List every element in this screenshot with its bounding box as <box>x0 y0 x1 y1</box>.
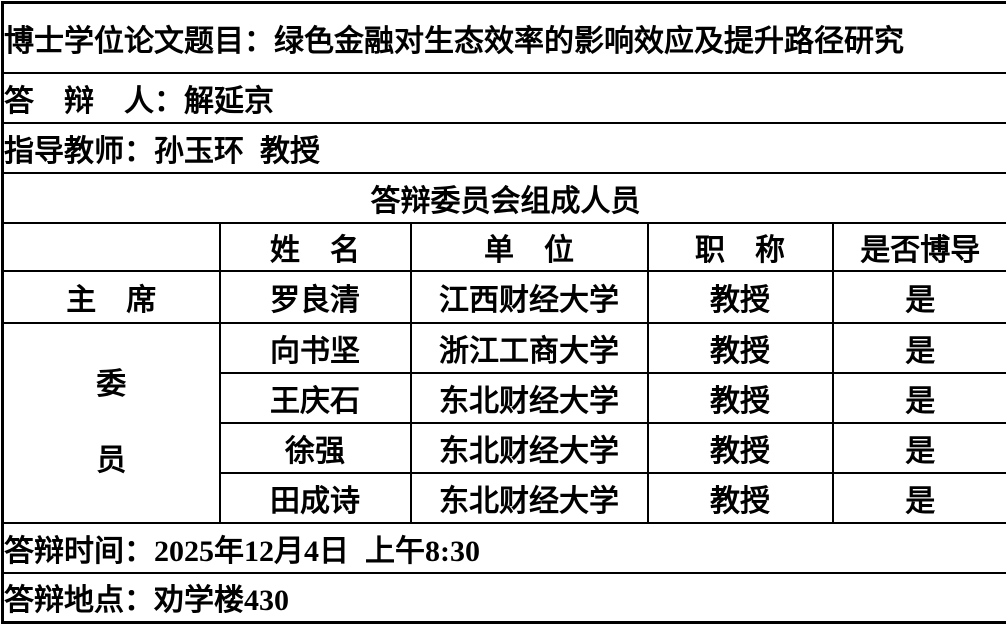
member-name-cell: 王庆石 <box>220 373 411 423</box>
defense-location: 劝学楼430 <box>154 584 289 617</box>
chair-doctoral-supervisor-cell: 是 <box>833 271 1006 323</box>
defender-name: 解延京 <box>184 85 274 118</box>
supervisor-row: 指导教师：孙玉环教授 <box>3 123 1006 173</box>
chair-role-cell: 主 席 <box>3 271 220 323</box>
header-title-cell: 职 称 <box>648 223 833 271</box>
thesis-title-value: 绿色金融对生态效率的影响效应及提升路径研究 <box>274 25 904 58</box>
member-doctoral-supervisor-cell: 是 <box>833 423 1006 473</box>
defender-row: 答 辩 人：解延京 <box>3 73 1006 123</box>
defense-location-cell: 答辩地点：劝学楼430 <box>3 573 1006 623</box>
defense-time: 上午8:30 <box>365 535 480 568</box>
committee-section-title-row: 答辩委员会组成人员 <box>3 173 1006 223</box>
member-name-cell: 田成诗 <box>220 473 411 523</box>
supervisor-title: 教授 <box>260 135 320 168</box>
committee-section-title-cell: 答辩委员会组成人员 <box>3 173 1006 223</box>
member-affiliation-cell: 东北财经大学 <box>411 373 648 423</box>
header-affiliation-cell: 单 位 <box>411 223 648 271</box>
committee-section-title: 答辩委员会组成人员 <box>371 185 641 218</box>
member-name-cell: 向书坚 <box>220 323 411 373</box>
header-doctoral-supervisor-cell: 是否博导 <box>833 223 1006 271</box>
defense-location-label: 答辩地点： <box>4 584 154 617</box>
thesis-title-row: 博士学位论文题目：绿色金融对生态效率的影响效应及提升路径研究 <box>3 3 1006 73</box>
chair-name-cell: 罗良清 <box>220 271 411 323</box>
thesis-title-label: 博士学位论文题目： <box>4 25 274 58</box>
defender-label: 答 辩 人： <box>4 85 184 118</box>
supervisor-cell: 指导教师：孙玉环教授 <box>3 123 1006 173</box>
member-title-cell: 教授 <box>648 323 833 373</box>
defense-time-label: 答辩时间： <box>4 535 154 568</box>
member-row: 委 员 向书坚 浙江工商大学 教授 是 <box>3 323 1006 373</box>
supervisor-name: 孙玉环 <box>154 135 244 168</box>
chair-title-cell: 教授 <box>648 271 833 323</box>
member-doctoral-supervisor-cell: 是 <box>833 373 1006 423</box>
member-title-cell: 教授 <box>648 473 833 523</box>
member-affiliation-cell: 东北财经大学 <box>411 423 648 473</box>
member-role-line1: 委 <box>96 370 126 400</box>
header-role-cell <box>3 223 220 271</box>
chair-row: 主 席 罗良清 江西财经大学 教授 是 <box>3 271 1006 323</box>
committee-header-row: 姓 名 单 位 职 称 是否博导 <box>3 223 1006 271</box>
member-role-cell: 委 员 <box>3 323 220 523</box>
member-affiliation-cell: 浙江工商大学 <box>411 323 648 373</box>
supervisor-label: 指导教师： <box>4 135 154 168</box>
header-name-cell: 姓 名 <box>220 223 411 271</box>
defense-location-row: 答辩地点：劝学楼430 <box>3 573 1006 623</box>
member-title-cell: 教授 <box>648 423 833 473</box>
chair-affiliation-cell: 江西财经大学 <box>411 271 648 323</box>
member-name-cell: 徐强 <box>220 423 411 473</box>
member-affiliation-cell: 东北财经大学 <box>411 473 648 523</box>
defense-date: 2025年12月4日 <box>154 535 349 568</box>
member-doctoral-supervisor-cell: 是 <box>833 473 1006 523</box>
member-role-line2: 员 <box>96 446 126 476</box>
defense-time-cell: 答辩时间：2025年12月4日上午8:30 <box>3 523 1006 573</box>
defense-time-row: 答辩时间：2025年12月4日上午8:30 <box>3 523 1006 573</box>
member-doctoral-supervisor-cell: 是 <box>833 323 1006 373</box>
defender-cell: 答 辩 人：解延京 <box>3 73 1006 123</box>
member-title-cell: 教授 <box>648 373 833 423</box>
thesis-title-cell: 博士学位论文题目：绿色金融对生态效率的影响效应及提升路径研究 <box>3 3 1006 73</box>
member-role-stack: 委 员 <box>4 324 219 522</box>
